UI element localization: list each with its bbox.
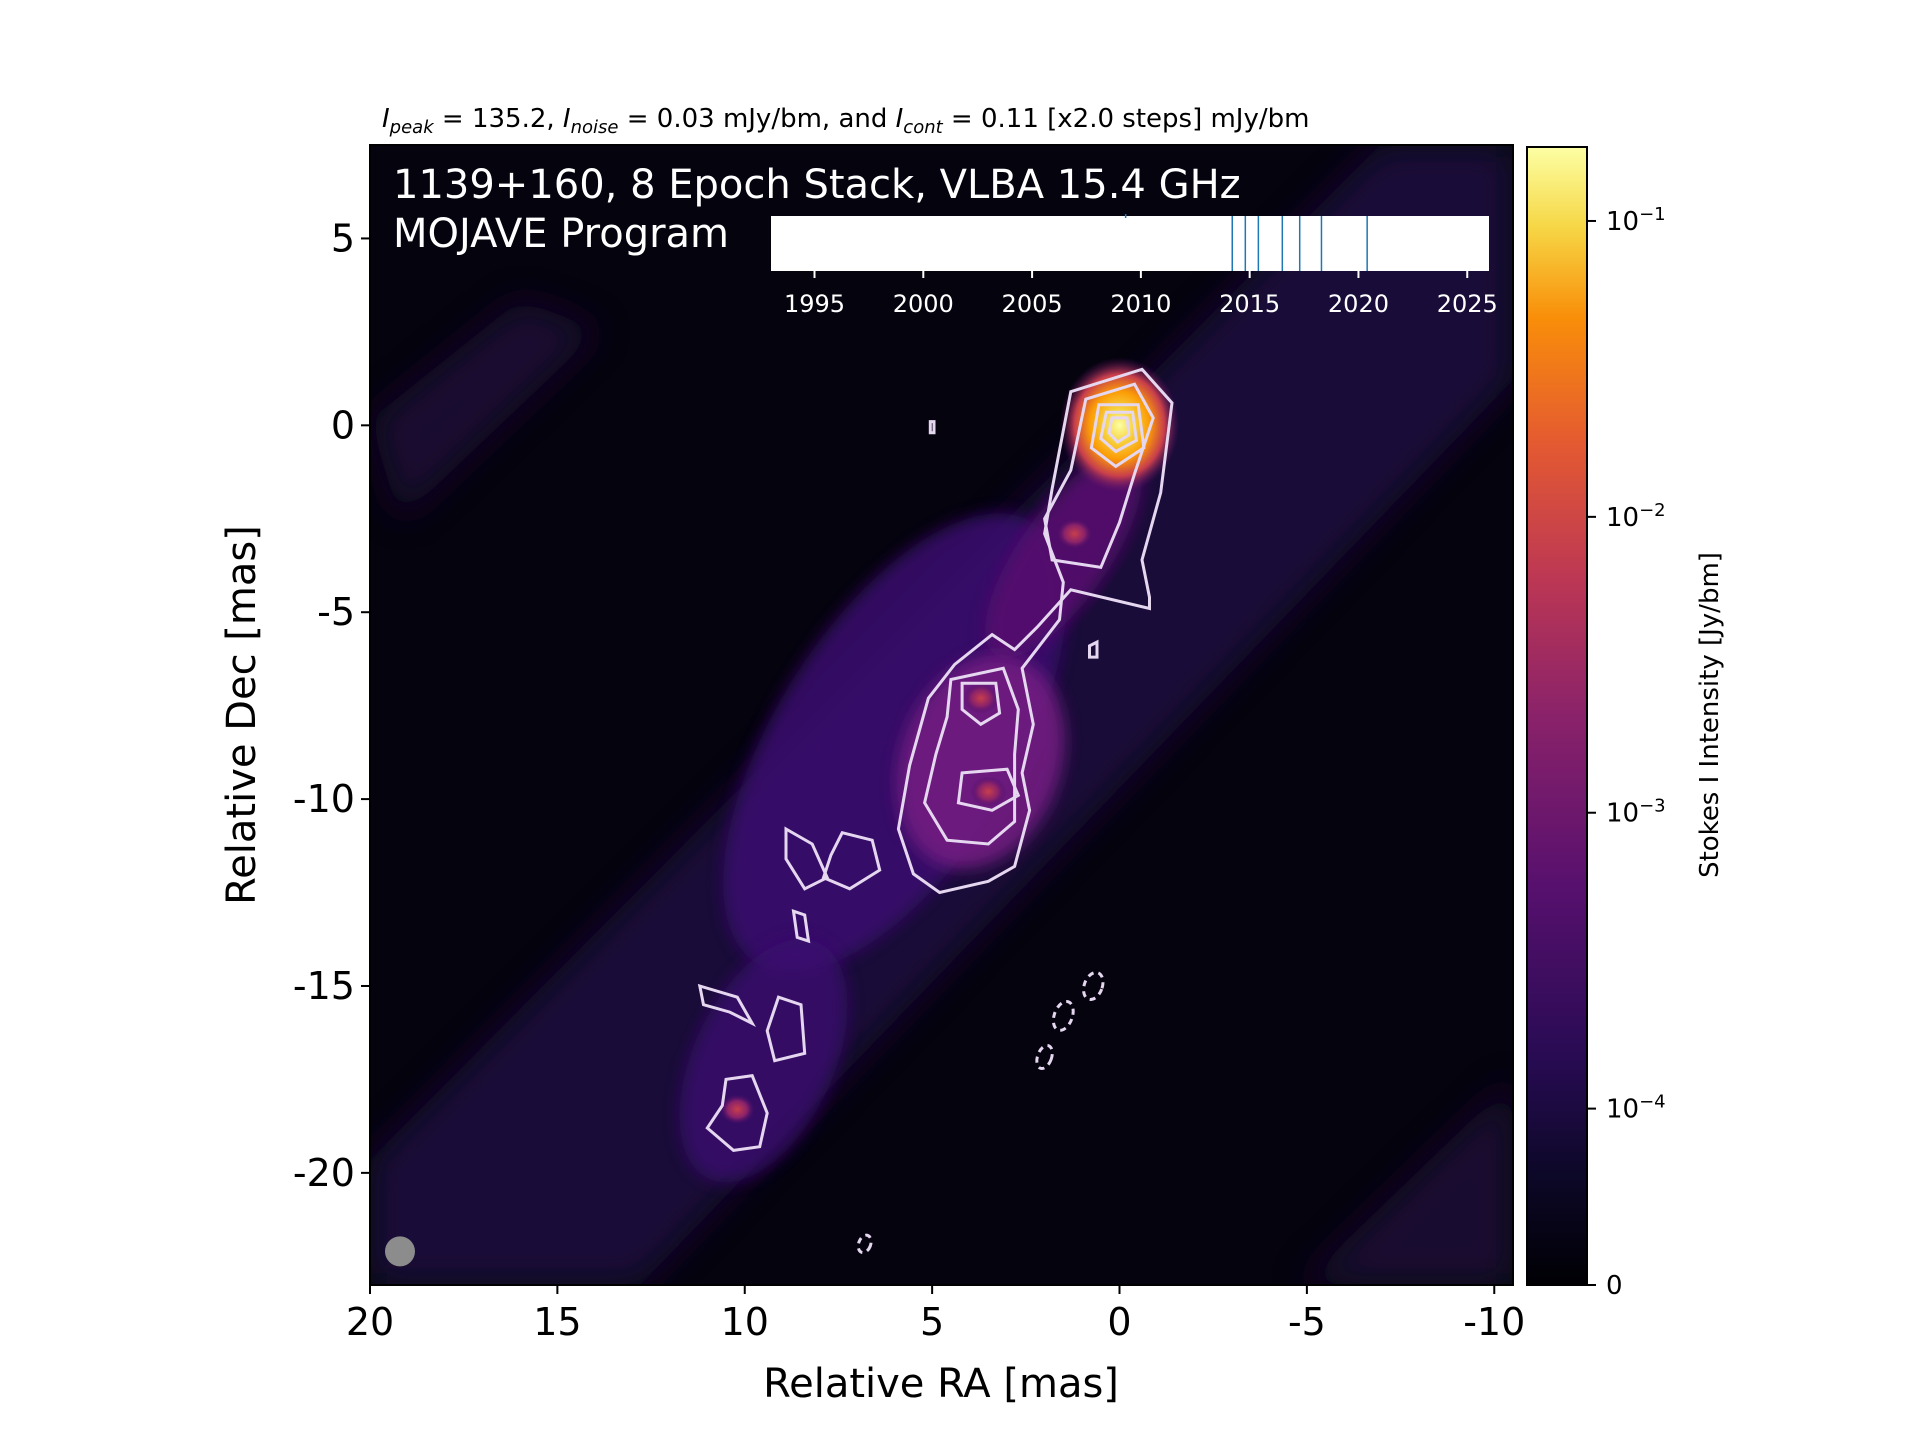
negative-contour — [1051, 999, 1075, 1032]
jet-knot — [962, 682, 999, 714]
y-tick-label: -20 — [293, 1151, 355, 1195]
header-stats: Ipeak = 135.2, Inoise = 0.03 mJy/bm, and… — [382, 104, 1309, 138]
x-tick-label: 10 — [721, 1300, 769, 1344]
y-tick-label: 5 — [331, 216, 355, 260]
contour-line — [896, 367, 1174, 895]
epoch-tick-label: 2025 — [1437, 290, 1498, 318]
colorbar-tick-label: 10−3 — [1606, 796, 1666, 829]
jet-glow — [679, 939, 848, 1183]
epoch-tick-label: 2020 — [1328, 290, 1389, 318]
y-tick-label: -5 — [317, 590, 355, 634]
x-tick-label: 20 — [346, 1300, 394, 1344]
x-tick-label: 15 — [533, 1300, 581, 1344]
negative-contour — [1035, 1043, 1054, 1071]
x-axis: 20 15 10 5 0 -5 -10 — [346, 1285, 1525, 1344]
contour-line — [697, 983, 756, 1027]
epoch-timeline: 1995 2000 2005 2010 2015 2020 2025 — [771, 214, 1498, 318]
epoch-tick-label: 2000 — [893, 290, 954, 318]
contour-line — [928, 420, 936, 435]
x-axis-label: Relative RA [mas] — [763, 1361, 1119, 1407]
contour-line — [1089, 403, 1146, 469]
y-tick-label: -10 — [293, 777, 355, 821]
overlay-title-line2: MOJAVE Program — [393, 211, 729, 257]
contours — [697, 367, 1174, 1255]
colorbar-ramp — [1527, 147, 1587, 1285]
contour-line — [765, 995, 807, 1063]
colorbar-tick-label: 10−2 — [1606, 500, 1666, 533]
epoch-tick-label: 2015 — [1219, 290, 1280, 318]
epoch-tick-label: 2005 — [1002, 290, 1063, 318]
epoch-tick-label: 2010 — [1110, 290, 1171, 318]
image-panel — [370, 145, 1513, 1285]
y-axis: 5 0 -5 -10 -15 -20 — [293, 216, 370, 1195]
beam-marker — [384, 1236, 415, 1267]
contour-line — [956, 767, 1021, 812]
y-tick-label: 0 — [331, 403, 355, 447]
negative-contour — [1082, 970, 1105, 1001]
x-tick-label: 0 — [1107, 1300, 1131, 1344]
colorbar-label: Stokes I Intensity [Jy/bm] — [1695, 552, 1725, 878]
overlay-title-line1: 1139+160, 8 Epoch Stack, VLBA 15.4 GHz — [393, 162, 1241, 208]
colorbar-tick-label: 0 — [1606, 1271, 1623, 1301]
colorbar-tick-label: 10−1 — [1606, 204, 1666, 237]
negative-contour — [856, 1233, 873, 1255]
jet-knot — [719, 1094, 756, 1125]
contour-line — [705, 1074, 769, 1152]
contour-line — [923, 666, 1020, 846]
contour-line — [821, 830, 882, 891]
contour-line — [960, 681, 1002, 727]
core-component — [1059, 357, 1180, 494]
contour-line — [1099, 410, 1139, 454]
colorbar-tick-label: 10−4 — [1606, 1092, 1666, 1125]
jet-knot — [970, 776, 1007, 807]
contour-line — [784, 826, 830, 891]
x-tick-label: -10 — [1463, 1300, 1525, 1344]
x-tick-label: -5 — [1288, 1300, 1326, 1344]
epoch-timeline-box — [771, 216, 1489, 271]
contour-line — [1088, 639, 1099, 659]
jet-glow — [985, 454, 1142, 658]
y-tick-label: -15 — [293, 964, 355, 1008]
plot-frame — [369, 144, 1514, 1286]
contour-line — [791, 908, 811, 944]
jet-glow — [896, 654, 1065, 869]
colorbar: 0 10−4 10−3 10−2 10−1 Stokes I Intensity [Jy… — [1526, 146, 1725, 1301]
y-axis-label: Relative Dec [mas] — [219, 525, 265, 905]
contour-line — [1107, 416, 1131, 445]
epoch-tick-label: 1995 — [784, 290, 845, 318]
jet-emission — [679, 357, 1180, 1183]
jet-glow — [723, 513, 1066, 973]
x-tick-label: 5 — [920, 1300, 944, 1344]
jet-knot — [1055, 517, 1094, 550]
contour-line — [1043, 382, 1155, 570]
